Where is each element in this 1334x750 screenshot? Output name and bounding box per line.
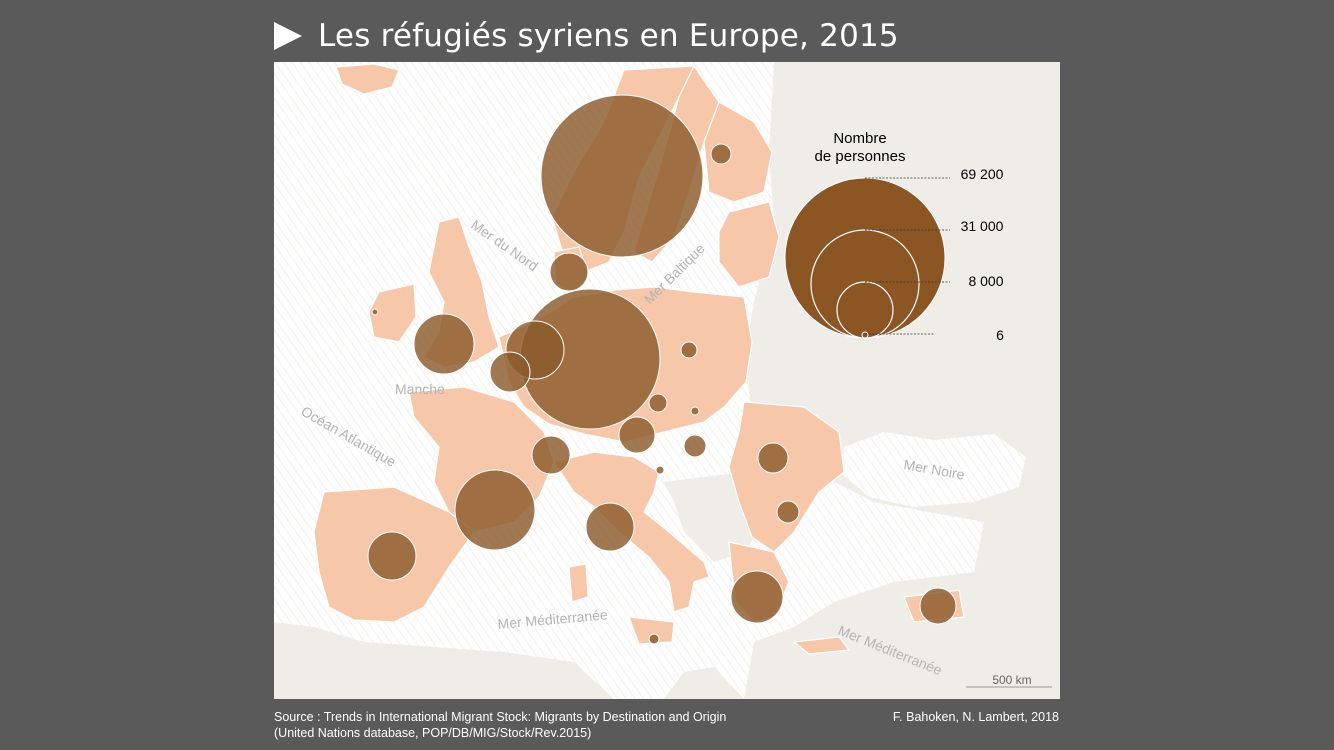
legend-title-1: Nombre (833, 130, 886, 147)
circle-romania (757, 442, 789, 474)
legend-value-31000: 31 000 (961, 218, 1004, 234)
source-caption: Source : Trends in International Migrant… (274, 709, 794, 741)
legend-circle-8000 (836, 281, 894, 339)
circle-united-kingdom (413, 313, 475, 375)
finland (703, 101, 773, 203)
black-sea (842, 432, 1026, 507)
crete (792, 636, 851, 655)
circle-italy (585, 502, 635, 552)
scale-label: 500 km (992, 673, 1031, 687)
ireland (368, 283, 417, 343)
circle-ireland (371, 308, 379, 316)
circle-cyprus (919, 587, 957, 625)
circle-slovakia (690, 406, 700, 416)
circle-greece (730, 570, 784, 624)
circle-hungary (683, 434, 707, 458)
circle-denmark (549, 252, 589, 292)
circle-belgium (489, 351, 531, 393)
circle-slovenia (655, 465, 665, 475)
circle-switzerland (531, 435, 571, 475)
circle-finland (710, 143, 732, 165)
circle-france (454, 469, 536, 551)
play-icon (274, 22, 302, 50)
title-bar: Les réfugiés syriens en Europe, 2015 (274, 14, 899, 58)
legend-value-8000: 8 000 (968, 273, 1003, 289)
circle-poland (680, 341, 698, 359)
source-line-2: (United Nations database, POP/DB/MIG/Sto… (274, 726, 592, 740)
map-svg: Mer du Nord Mer Baltique Manche Océan At… (274, 62, 1060, 699)
circle-malta (648, 633, 660, 645)
sardinia (568, 563, 589, 603)
circle-austria (618, 416, 656, 454)
legend-value-6: 6 (996, 327, 1004, 343)
circle-bulgaria (776, 500, 800, 524)
credits: F. Bahoken, N. Lambert, 2018 (892, 710, 1059, 724)
page-title: Les réfugiés syriens en Europe, 2015 (318, 18, 899, 54)
circle-spain (367, 531, 417, 581)
legend: Nombre de personnes 69 200 31 000 8 000 … (784, 130, 1004, 343)
label-manche: Manche (395, 381, 445, 397)
circle-sweden (540, 94, 704, 258)
circle-czechia (648, 393, 668, 413)
legend-title-2: de personnes (815, 148, 906, 165)
refugee-circles (367, 94, 957, 645)
legend-value-69200: 69 200 (961, 166, 1004, 182)
baltics (718, 201, 780, 288)
source-line-1: Source : Trends in International Migrant… (274, 710, 727, 724)
legend-circle-6 (861, 331, 869, 339)
sicily (628, 616, 675, 645)
south-east-europe (728, 401, 845, 553)
map: Mer du Nord Mer Baltique Manche Océan At… (274, 62, 1060, 699)
legend-leaders (865, 177, 950, 335)
iceland (335, 63, 400, 95)
